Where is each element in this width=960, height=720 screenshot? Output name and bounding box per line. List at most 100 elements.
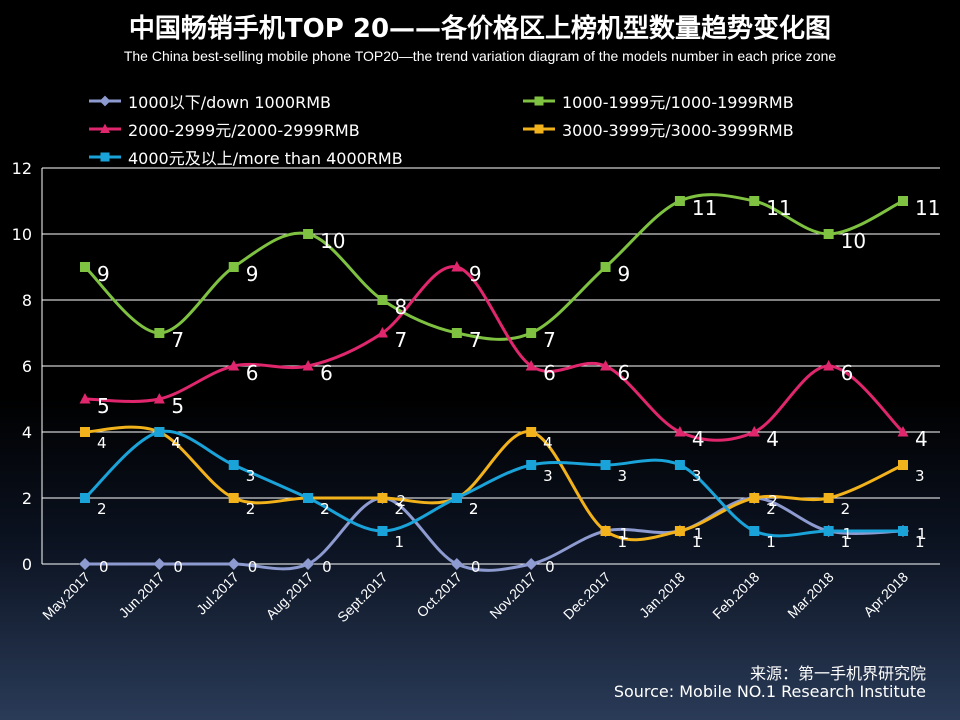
series-line [84,496,904,572]
data-label: 6 [618,361,631,385]
data-point [823,360,835,371]
data-point [228,360,240,371]
x-tick-label: Jun.2017 [115,569,167,621]
data-label: 4 [171,434,181,452]
data-label: 6 [320,361,333,385]
data-point [823,526,834,536]
data-point [80,427,90,437]
data-point [898,526,908,536]
y-tick-label: 12 [12,159,32,178]
y-tick-label: 10 [12,225,32,244]
data-point [526,427,537,437]
data-label: 1 [915,533,925,551]
data-point [526,460,537,470]
legend-swatch [523,124,555,134]
data-point [823,493,834,503]
legend-swatch [89,123,121,134]
data-label: 4 [543,434,553,452]
source-cn: 来源：第一手机界研究院 [749,664,926,683]
data-point [80,262,90,272]
data-point [526,328,537,338]
x-tick-label: May.2017 [39,569,93,623]
data-label: 4 [766,427,779,451]
data-label: 5 [171,394,184,418]
x-tick-label: Aug.2017 [263,569,317,623]
data-point [154,427,165,437]
data-point [897,426,909,437]
data-point [377,526,388,536]
data-point [600,460,611,470]
data-point [749,196,760,206]
data-label: 2 [246,500,256,518]
data-label: 2 [320,500,330,518]
data-point [228,493,239,503]
data-point [525,360,537,371]
legend-item: 3000-3999元/3000-3999RMB [522,117,794,141]
data-point [898,196,908,206]
data-label: 1 [841,533,851,551]
data-label: 1 [917,525,927,543]
data-label: 5 [97,394,110,418]
data-label: 11 [915,196,940,220]
data-point [451,261,463,272]
data-point [100,152,110,162]
data-point [80,493,90,503]
data-label: 3 [543,467,553,485]
legend-label: 1000以下/down 1000RMB [128,93,331,112]
data-point [153,393,165,404]
data-point [153,558,166,570]
x-tick-label: Oct.2017 [413,569,465,621]
data-label: 10 [320,229,345,253]
data-label: 7 [469,328,482,352]
data-point [302,558,315,570]
y-tick-label: 6 [22,357,32,376]
data-label: 2 [766,500,776,518]
data-point [302,360,314,371]
source-en: Source: Mobile NO.1 Research Institute [613,682,926,701]
series-line [84,425,904,542]
data-label: 1 [843,525,853,543]
legend-label: 1000-1999元/1000-1999RMB [562,93,794,112]
legend-item: 2000-2999元/2000-2999RMB [88,117,360,141]
data-point [674,460,685,470]
legend-label: 2000-2999元/2000-2999RMB [128,121,360,140]
data-point [377,295,388,305]
data-point [227,558,240,570]
data-point [600,526,611,536]
data-point [79,558,91,570]
legend-item: 4000元及以上/more than 4000RMB [88,145,403,169]
data-point [451,328,462,338]
data-label: 0 [173,558,183,576]
data-label: 8 [394,295,407,319]
legend-item: 1000-1999元/1000-1999RMB [522,89,794,113]
data-label: 7 [171,328,184,352]
data-point [100,123,110,134]
data-point [674,196,685,206]
data-point [748,426,760,437]
series-2 [79,261,909,442]
data-label: 0 [99,558,109,576]
data-label: 4 [692,427,705,451]
data-label: 4 [97,434,107,452]
data-label: 11 [766,196,791,220]
data-label: 0 [248,558,258,576]
data-point [154,328,165,338]
data-label: 9 [469,262,482,286]
data-label: 6 [246,361,259,385]
data-point [377,493,388,503]
x-tick-label: Mar.2018 [784,569,837,622]
data-point [534,124,544,134]
legend-swatch [89,95,121,107]
data-label: 1 [620,525,630,543]
data-point [79,393,91,404]
data-point [898,460,908,470]
series-line [83,429,903,538]
data-label: 2 [396,492,406,510]
data-label: 7 [394,328,407,352]
data-point [674,526,685,536]
data-point [534,96,544,106]
series-3 [80,425,908,542]
chart-title: 中国畅销手机TOP 20——各价格区上榜机型数量趋势变化图 [128,14,832,44]
data-label: 2 [469,500,479,518]
y-tick-label: 0 [22,555,32,574]
